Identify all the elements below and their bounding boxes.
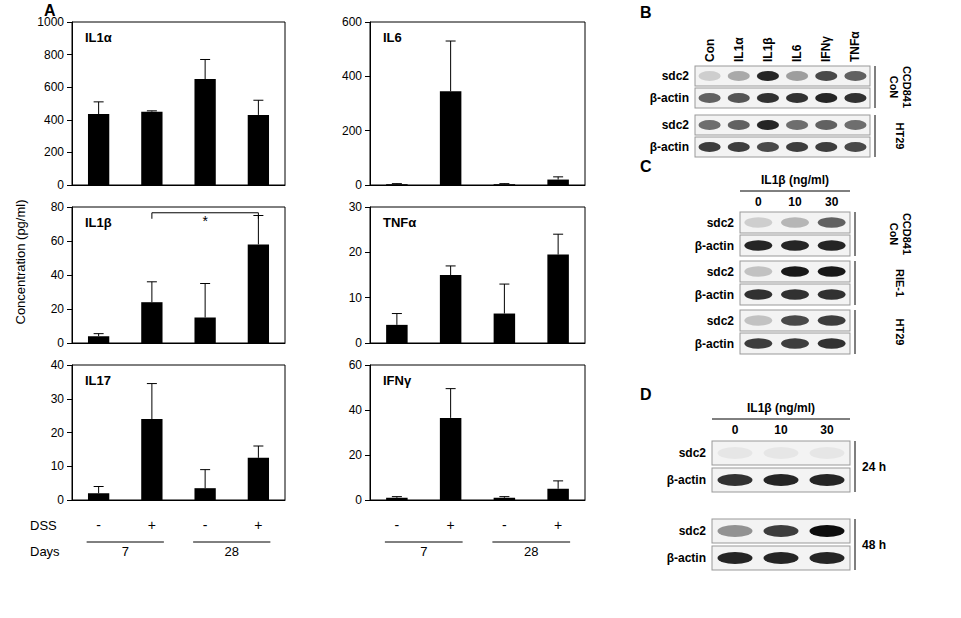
svg-text:24 h: 24 h — [862, 460, 886, 474]
svg-text:IL1α: IL1α — [85, 30, 112, 45]
svg-text:+: + — [447, 517, 455, 533]
svg-text:30: 30 — [51, 392, 65, 406]
svg-text:IL1β (ng/ml): IL1β (ng/ml) — [747, 401, 815, 415]
svg-text:Concentration (pg/ml): Concentration (pg/ml) — [13, 200, 28, 325]
svg-text:20: 20 — [51, 426, 65, 440]
svg-text:+: + — [554, 517, 562, 533]
svg-text:sdc2: sdc2 — [707, 216, 735, 230]
svg-text:sdc2: sdc2 — [707, 314, 735, 328]
svg-text:sdc2: sdc2 — [679, 524, 707, 538]
svg-text:IL6: IL6 — [383, 30, 402, 45]
svg-text:0: 0 — [732, 423, 739, 437]
svg-text:0: 0 — [355, 493, 362, 507]
svg-text:0: 0 — [57, 493, 64, 507]
svg-text:β-actin: β-actin — [695, 239, 734, 253]
svg-text:RIE-1: RIE-1 — [894, 269, 906, 297]
svg-text:HT29: HT29 — [894, 319, 906, 346]
svg-text:400: 400 — [342, 69, 362, 83]
svg-text:sdc2: sdc2 — [662, 69, 690, 83]
svg-text:DSS: DSS — [30, 518, 57, 533]
svg-text:10: 10 — [349, 291, 363, 305]
svg-text:0: 0 — [355, 336, 362, 350]
svg-text:CCD841CoN: CCD841CoN — [888, 66, 913, 108]
svg-text:0: 0 — [355, 178, 362, 192]
svg-text:-: - — [502, 517, 507, 533]
svg-text:D: D — [640, 386, 652, 403]
svg-text:40: 40 — [349, 403, 363, 417]
svg-text:IL1β: IL1β — [761, 37, 775, 62]
svg-text:sdc2: sdc2 — [662, 118, 690, 132]
svg-text:-: - — [203, 517, 208, 533]
svg-text:30: 30 — [825, 195, 839, 209]
svg-text:IFNγ: IFNγ — [383, 373, 412, 388]
svg-text:IL1β (ng/ml): IL1β (ng/ml) — [761, 173, 829, 187]
svg-text:sdc2: sdc2 — [707, 265, 735, 279]
svg-text:30: 30 — [820, 423, 834, 437]
svg-text:30: 30 — [349, 200, 363, 214]
svg-text:IFNγ: IFNγ — [819, 36, 833, 62]
svg-text:TNFα: TNFα — [848, 31, 862, 62]
svg-text:A: A — [44, 2, 56, 19]
svg-text:28: 28 — [524, 544, 538, 559]
svg-text:CCD841CoN: CCD841CoN — [888, 213, 913, 255]
svg-text:+: + — [254, 517, 262, 533]
svg-text:48 h: 48 h — [862, 538, 886, 552]
svg-text:*: * — [202, 213, 208, 229]
svg-text:800: 800 — [44, 48, 64, 62]
svg-text:β-actin: β-actin — [695, 337, 734, 351]
svg-text:80: 80 — [51, 200, 65, 214]
svg-text:IL17: IL17 — [85, 373, 111, 388]
svg-text:Con: Con — [703, 39, 717, 62]
svg-text:400: 400 — [44, 113, 64, 127]
svg-text:β-actin: β-actin — [650, 91, 689, 105]
svg-text:0: 0 — [57, 178, 64, 192]
svg-text:10: 10 — [51, 459, 65, 473]
svg-text:40: 40 — [51, 268, 65, 282]
svg-text:7: 7 — [420, 544, 427, 559]
svg-text:β-actin: β-actin — [667, 551, 706, 565]
svg-text:7: 7 — [122, 544, 129, 559]
svg-text:HT29: HT29 — [894, 123, 906, 150]
svg-text:200: 200 — [342, 124, 362, 138]
svg-text:C: C — [640, 158, 652, 175]
svg-text:sdc2: sdc2 — [679, 446, 707, 460]
svg-text:10: 10 — [788, 195, 802, 209]
svg-text:IL6: IL6 — [790, 44, 804, 62]
svg-text:β-actin: β-actin — [667, 473, 706, 487]
svg-text:0: 0 — [57, 336, 64, 350]
svg-text:20: 20 — [51, 302, 65, 316]
svg-text:60: 60 — [51, 234, 65, 248]
svg-text:β-actin: β-actin — [695, 288, 734, 302]
svg-text:10: 10 — [774, 423, 788, 437]
svg-text:TNFα: TNFα — [383, 215, 416, 230]
svg-text:Days: Days — [30, 544, 60, 559]
svg-text:40: 40 — [51, 358, 65, 372]
svg-text:60: 60 — [349, 358, 363, 372]
svg-text:B: B — [640, 4, 652, 21]
svg-text:28: 28 — [225, 544, 239, 559]
svg-text:IL1β: IL1β — [85, 215, 112, 230]
svg-text:-: - — [395, 517, 400, 533]
svg-text:200: 200 — [44, 145, 64, 159]
svg-text:20: 20 — [349, 245, 363, 259]
svg-text:β-actin: β-actin — [650, 140, 689, 154]
svg-text:0: 0 — [755, 195, 762, 209]
svg-text:+: + — [148, 517, 156, 533]
svg-text:600: 600 — [342, 15, 362, 29]
svg-text:1000: 1000 — [37, 15, 64, 29]
svg-text:600: 600 — [44, 80, 64, 94]
svg-text:-: - — [96, 517, 101, 533]
svg-text:20: 20 — [349, 448, 363, 462]
svg-text:IL1α: IL1α — [732, 37, 746, 62]
